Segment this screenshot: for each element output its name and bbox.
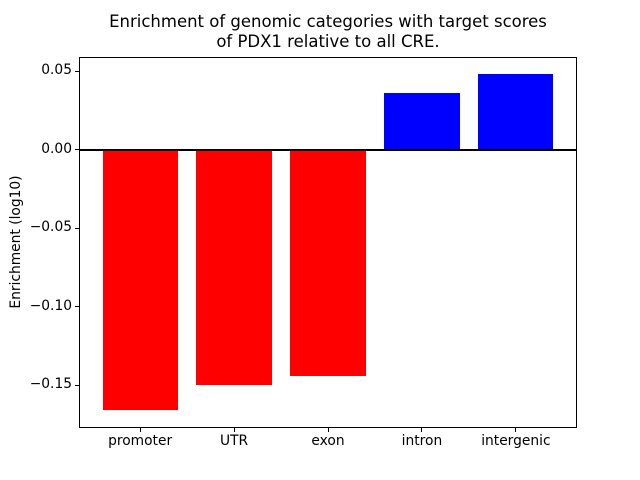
plot-area: 0.05 0.00 −0.05 −0.10 −0.15 promoter UTR exon in… bbox=[30, 56, 577, 448]
chart-title-line1: Enrichment of genomic categories with ta… bbox=[109, 12, 547, 31]
y-tick-label: 0.00 bbox=[41, 140, 72, 157]
x-tick-label-UTR: UTR bbox=[219, 433, 249, 449]
x-tick-mark bbox=[139, 428, 141, 432]
x-tick-label-intron: intron bbox=[401, 433, 443, 449]
y-tick-label: −0.15 bbox=[29, 376, 72, 393]
x-tick-mark bbox=[233, 428, 235, 432]
bar-promoter bbox=[102, 149, 178, 411]
bar-intron bbox=[384, 93, 460, 150]
y-axis-label: Enrichment (log10) bbox=[8, 175, 24, 309]
x-tick-label-promoter: promoter bbox=[108, 433, 173, 449]
y-tick-label: 0.05 bbox=[41, 62, 72, 79]
y-tick-label: −0.10 bbox=[29, 297, 72, 314]
chart-title: Enrichment of genomic categories with ta… bbox=[8, 12, 640, 52]
x-tick-label-intergenic: intergenic bbox=[481, 433, 551, 449]
y-tick-mark bbox=[75, 70, 79, 72]
y-tick-mark bbox=[75, 384, 79, 386]
x-tick-label-exon: exon bbox=[311, 433, 345, 449]
chart-title-line2: of PDX1 relative to all CRE. bbox=[216, 32, 440, 51]
y-tick-mark bbox=[75, 149, 79, 151]
x-tick-mark bbox=[421, 428, 423, 432]
bar-UTR bbox=[196, 149, 272, 386]
zero-line bbox=[80, 148, 576, 151]
bar-exon bbox=[290, 149, 366, 376]
bar-intergenic bbox=[478, 74, 554, 150]
y-tick-mark bbox=[75, 227, 79, 229]
x-tick-mark bbox=[515, 428, 517, 432]
x-tick-mark bbox=[327, 428, 329, 432]
y-tick-mark bbox=[75, 306, 79, 308]
y-tick-label: −0.05 bbox=[29, 219, 72, 236]
